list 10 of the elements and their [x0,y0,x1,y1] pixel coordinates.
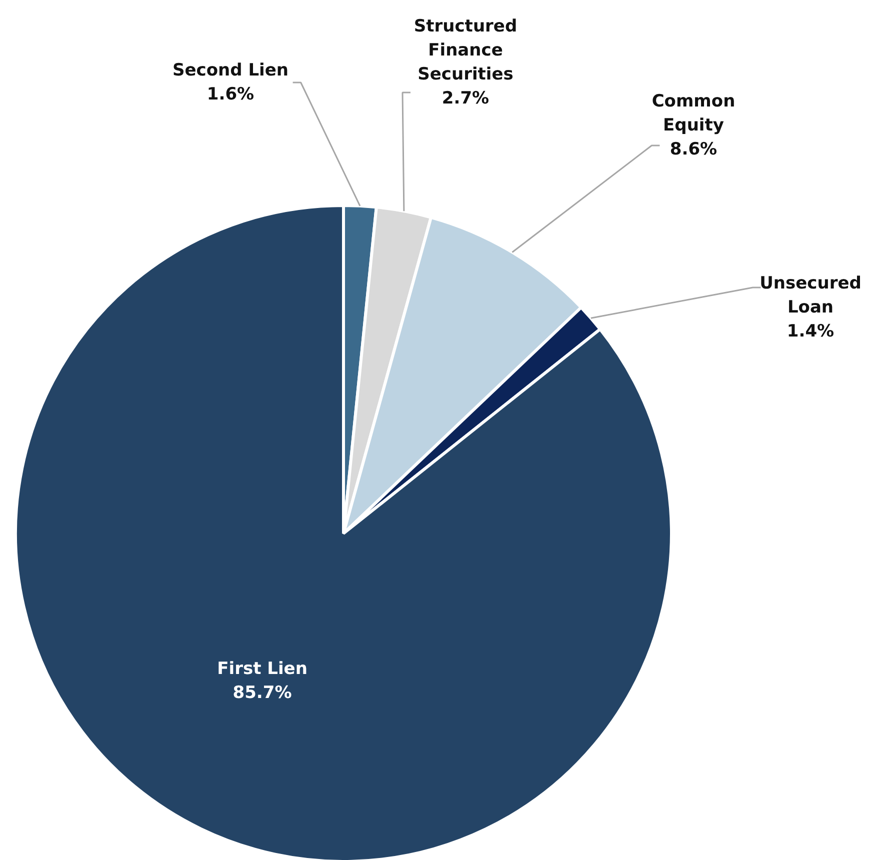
slice-label: Structured Finance Securities [414,16,518,84]
slice-label: Second Lien [172,60,289,80]
data-label: 2.7% [442,88,490,108]
slice-label: First Lien [217,659,308,680]
data-label: 1.6% [206,84,254,104]
data-label: 8.6% [670,140,718,160]
slice-label: Unsecured Loan [760,274,862,318]
data-label: 85.7% [232,683,292,704]
data-label: 1.4% [786,322,834,342]
slice-label: Common Equity [652,92,736,136]
